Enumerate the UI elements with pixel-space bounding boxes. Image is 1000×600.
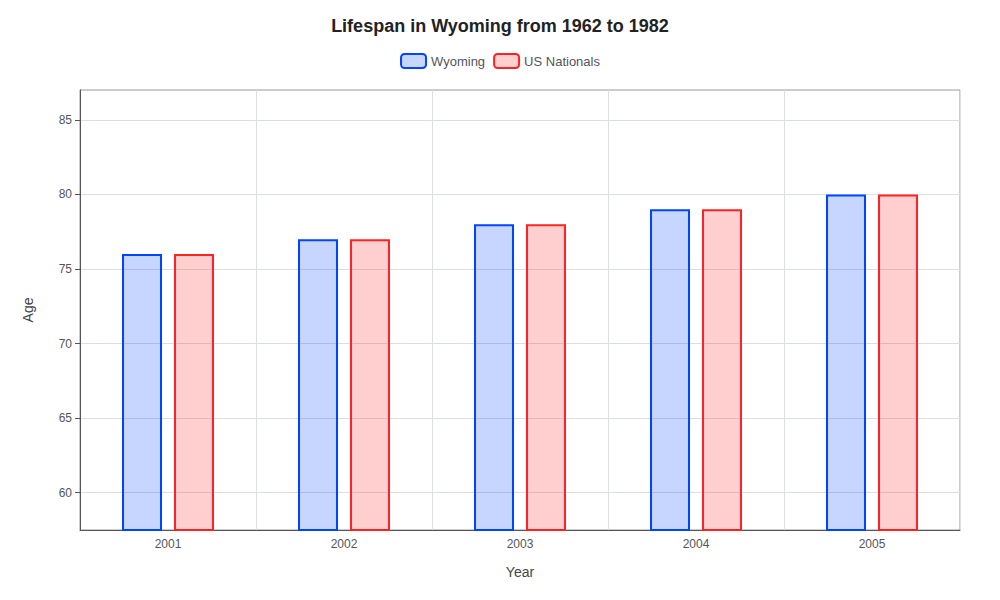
svg-text:Year: Year — [506, 564, 535, 580]
svg-text:Lifespan in Wyoming from 1962: Lifespan in Wyoming from 1962 to 1982 — [331, 16, 669, 36]
svg-text:80: 80 — [59, 187, 73, 201]
svg-text:70: 70 — [59, 337, 73, 351]
svg-text:75: 75 — [59, 262, 73, 276]
svg-text:2001: 2001 — [155, 537, 182, 551]
svg-text:2003: 2003 — [507, 537, 534, 551]
svg-text:2005: 2005 — [859, 537, 886, 551]
svg-text:Wyoming: Wyoming — [431, 54, 485, 69]
svg-text:2004: 2004 — [683, 537, 710, 551]
svg-text:2002: 2002 — [331, 537, 358, 551]
svg-text:Age: Age — [20, 297, 36, 322]
svg-text:60: 60 — [59, 486, 73, 500]
svg-text:65: 65 — [59, 411, 73, 425]
svg-text:85: 85 — [59, 113, 73, 127]
svg-text:US Nationals: US Nationals — [524, 54, 600, 69]
